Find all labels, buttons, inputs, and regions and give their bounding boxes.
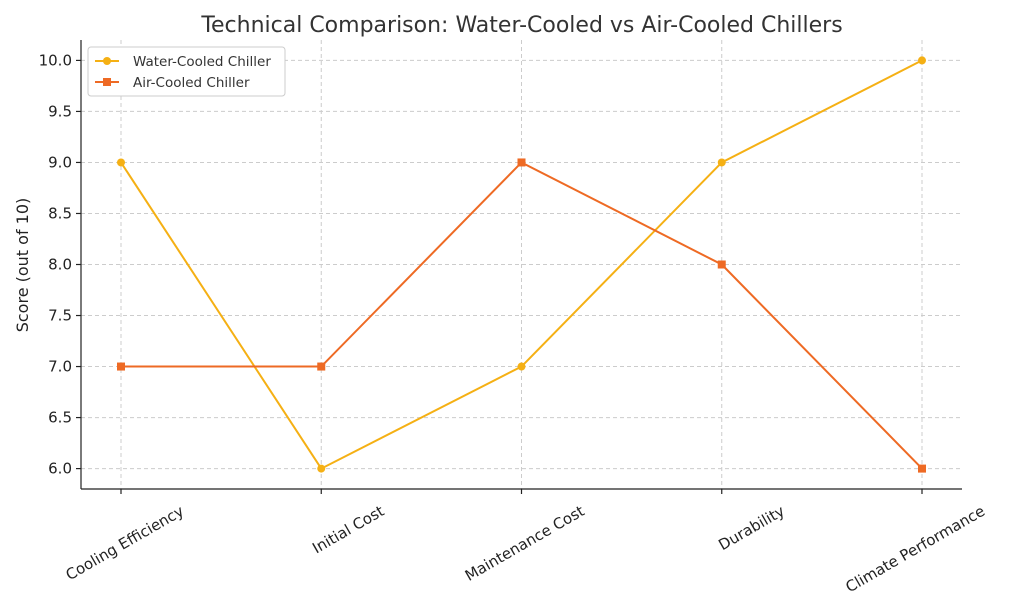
legend-marker — [103, 57, 111, 65]
ticks-layer: 6.0 6.5 7.0 7.5 8.0 8.5 9.0 9.5 10.0 Cooling Effi… — [39, 51, 988, 596]
y-tick-label: 10.0 — [39, 51, 72, 69]
data-point — [918, 464, 926, 473]
x-tick-label: Initial Cost — [309, 502, 387, 557]
legend-label: Air-Cooled Chiller — [133, 75, 250, 91]
y-tick-label: 8.5 — [48, 204, 72, 222]
data-point — [517, 362, 526, 371]
data-point — [317, 464, 326, 473]
y-tick-label: 6.0 — [48, 460, 72, 478]
y-tick-label: 7.0 — [48, 358, 72, 376]
series-layer — [117, 56, 926, 473]
legend-box — [87, 46, 286, 97]
x-tick-label: Climate Performance — [843, 502, 988, 596]
data-point — [717, 260, 726, 269]
legend-label: Water-Cooled Chiller — [133, 54, 271, 70]
data-point — [117, 362, 125, 371]
data-point — [918, 56, 926, 65]
data-point — [717, 158, 726, 167]
y-tick-label: 7.5 — [48, 307, 72, 325]
chart-title: Technical Comparison: Water-Cooled vs Ai… — [200, 13, 842, 38]
data-point — [517, 158, 526, 167]
x-tick-label: Cooling Efficiency — [63, 502, 187, 584]
legend-marker — [103, 78, 111, 86]
y-tick-label: 6.5 — [48, 409, 72, 427]
legend: Water-Cooled Chiller Air-Cooled Chiller — [87, 46, 286, 97]
data-point — [317, 362, 326, 371]
data-point — [117, 158, 125, 167]
y-tick-label: 9.0 — [48, 153, 72, 171]
x-tick-label: Maintenance Cost — [462, 502, 588, 585]
y-axis-label: Score (out of 10) — [13, 198, 32, 333]
x-tick-label: Durability — [715, 502, 787, 554]
y-tick-label: 8.0 — [48, 256, 72, 274]
y-tick-label: 9.5 — [48, 102, 72, 120]
